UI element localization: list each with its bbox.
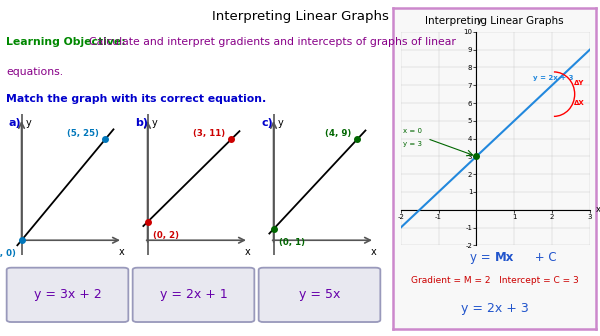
- FancyBboxPatch shape: [133, 268, 254, 322]
- Text: Interpreting Linear Graphs: Interpreting Linear Graphs: [212, 10, 388, 23]
- Text: (0, 0): (0, 0): [0, 249, 16, 258]
- Text: y = 2x + 1: y = 2x + 1: [160, 288, 227, 301]
- Text: equations.: equations.: [6, 67, 63, 77]
- Text: (5, 25): (5, 25): [67, 129, 99, 138]
- Text: x: x: [245, 247, 251, 257]
- Text: y = 2x + 3: y = 2x + 3: [533, 75, 574, 81]
- Text: (0, 1): (0, 1): [279, 238, 305, 247]
- Text: Calculate and interpret gradients and intercepts of graphs of linear: Calculate and interpret gradients and in…: [89, 37, 455, 47]
- Text: y: y: [26, 118, 31, 128]
- Text: y: y: [278, 118, 283, 128]
- Text: x: x: [119, 247, 125, 257]
- Text: Learning Objective:: Learning Objective:: [6, 37, 130, 47]
- Text: Gradient = M = 2   Intercept = C = 3: Gradient = M = 2 Intercept = C = 3: [410, 276, 578, 285]
- Text: Mx: Mx: [494, 251, 514, 264]
- Text: Match the graph with its correct equation.: Match the graph with its correct equatio…: [6, 94, 266, 104]
- Text: y: y: [152, 118, 157, 128]
- Text: x: x: [595, 205, 600, 214]
- Text: Interpreting Linear Graphs: Interpreting Linear Graphs: [425, 16, 564, 27]
- Text: b): b): [135, 118, 148, 128]
- Text: (4, 9): (4, 9): [325, 129, 351, 138]
- Text: ΔY: ΔY: [574, 81, 584, 86]
- Text: a): a): [9, 118, 22, 128]
- Text: + C: + C: [531, 251, 557, 264]
- FancyBboxPatch shape: [7, 268, 128, 322]
- Text: y: y: [477, 16, 482, 25]
- Text: y =: y =: [470, 251, 494, 264]
- FancyBboxPatch shape: [259, 268, 380, 322]
- Text: x: x: [371, 247, 377, 257]
- Text: y = 3: y = 3: [403, 141, 422, 147]
- Text: y = 5x: y = 5x: [299, 288, 340, 301]
- Text: x = 0: x = 0: [403, 128, 422, 134]
- Text: y = 3x + 2: y = 3x + 2: [34, 288, 101, 301]
- Text: (0, 2): (0, 2): [153, 231, 179, 240]
- Text: (3, 11): (3, 11): [193, 129, 225, 138]
- Text: ΔX: ΔX: [574, 100, 584, 106]
- Text: c): c): [262, 118, 273, 128]
- Text: y = 2x + 3: y = 2x + 3: [461, 302, 528, 315]
